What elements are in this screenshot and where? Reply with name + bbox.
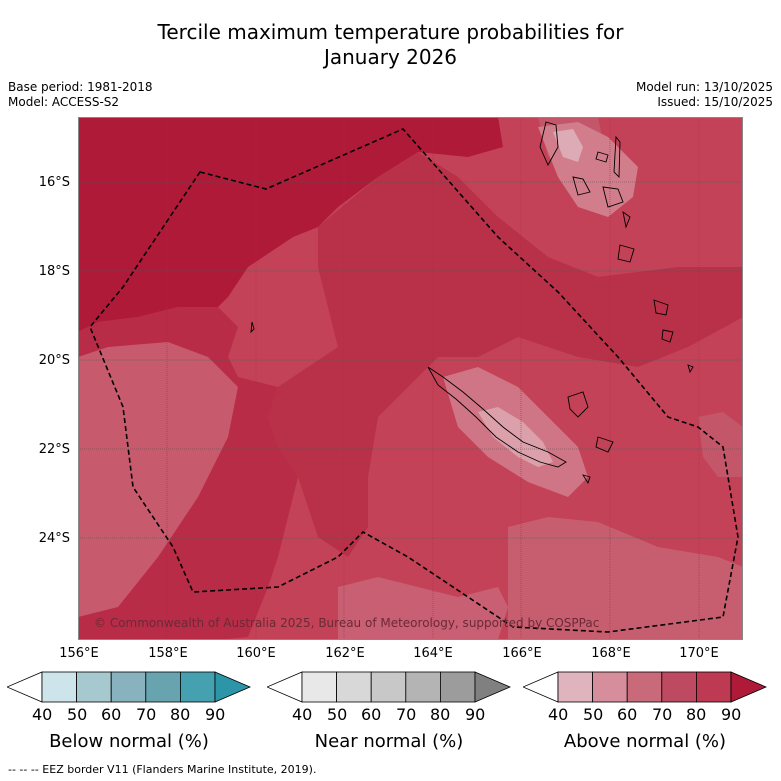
above-tick-50: 50 <box>583 705 604 724</box>
lon-label-160: 160°E <box>236 646 276 661</box>
above-tick-40: 40 <box>548 705 569 724</box>
above-swatch-4 <box>661 671 697 703</box>
near-swatch-5 <box>439 671 476 703</box>
above-tick-70: 70 <box>652 705 673 724</box>
region-50-vanuatu <box>553 129 583 162</box>
below-swatch-4 <box>145 671 181 703</box>
model-name: Model: ACCESS-S2 <box>8 95 120 109</box>
above-swatch-2 <box>592 671 628 703</box>
model-run: Model run: 13/10/2025 <box>635 80 773 94</box>
above-tick-90: 90 <box>721 705 742 724</box>
below-tick-70: 70 <box>136 705 157 724</box>
title-line-2: January 2026 <box>323 45 458 69</box>
near-tick-60: 60 <box>361 705 382 724</box>
below-tick-60: 60 <box>101 705 122 724</box>
lon-label-168: 168°E <box>591 646 631 661</box>
near-tick-70: 70 <box>396 705 417 724</box>
near-tick-90: 90 <box>465 705 486 724</box>
legend-below-title: Below normal (%) <box>49 731 209 752</box>
below-tick-50: 50 <box>67 705 88 724</box>
near-swatch-4 <box>405 671 441 703</box>
near-swatch-6 <box>474 671 511 703</box>
lon-label-166: 166°E <box>502 646 542 661</box>
meta-right: Model run: 13/10/2025 Issued: 15/10/2025 <box>636 80 773 110</box>
issued-date: Issued: 15/10/2025 <box>657 95 773 109</box>
copyright-text: © Commonwealth of Australia 2025, Bureau… <box>94 616 599 630</box>
near-swatch-0 <box>267 671 303 703</box>
lon-label-164: 164°E <box>413 646 453 661</box>
region-70-southwest <box>78 342 238 617</box>
legend-above-colorbar <box>523 671 767 703</box>
lon-label-156: 156°E <box>59 646 99 661</box>
above-tick-80: 80 <box>686 705 707 724</box>
lat-label-20: 20°S <box>38 353 70 368</box>
new-caledonia <box>427 366 567 468</box>
chart-title: Tercile maximum temperature probabilitie… <box>0 20 781 70</box>
lat-label-22: 22°S <box>38 442 70 457</box>
lat-label-16: 16°S <box>38 175 70 190</box>
below-swatch-5 <box>179 671 216 703</box>
lon-label-158: 158°E <box>148 646 188 661</box>
above-swatch-5 <box>695 671 732 703</box>
below-swatch-2 <box>76 671 112 703</box>
meta-left: Base period: 1981-2018 Model: ACCESS-S2 <box>8 80 153 110</box>
near-swatch-3 <box>370 671 407 703</box>
near-swatch-1 <box>301 671 337 703</box>
below-swatch-3 <box>110 671 147 703</box>
lon-label-162: 162°E <box>325 646 365 661</box>
above-tick-60: 60 <box>617 705 638 724</box>
eez-border <box>89 128 739 633</box>
title-line-1: Tercile maximum temperature probabilitie… <box>157 20 624 44</box>
below-swatch-6 <box>214 671 251 703</box>
legend-near-title: Near normal (%) <box>314 731 464 752</box>
below-swatch-1 <box>41 671 77 703</box>
below-swatch-0 <box>7 671 43 703</box>
above-swatch-3 <box>626 671 663 703</box>
region-70-southeast <box>508 517 743 640</box>
region-50-newcal <box>478 407 553 467</box>
legend-above-title: Above normal (%) <box>563 731 727 752</box>
lat-label-24: 24°S <box>38 531 70 546</box>
near-tick-80: 80 <box>430 705 451 724</box>
region-70-east <box>698 412 743 477</box>
above-swatch-6 <box>730 671 767 703</box>
small-island-west <box>250 321 255 334</box>
region-70-south <box>338 577 508 640</box>
near-tick-50: 50 <box>327 705 348 724</box>
legend-below-colorbar <box>7 671 251 703</box>
legend-near-colorbar <box>267 671 511 703</box>
region-80-central <box>268 152 743 557</box>
above-swatch-1 <box>557 671 593 703</box>
lon-label-170: 170°E <box>679 646 719 661</box>
below-tick-80: 80 <box>170 705 191 724</box>
eez-footnote: -- -- -- EEZ border V11 (Flanders Marine… <box>8 763 317 776</box>
below-tick-90: 90 <box>205 705 226 724</box>
near-tick-40: 40 <box>292 705 313 724</box>
lat-label-18: 18°S <box>38 264 70 279</box>
near-swatch-2 <box>336 671 372 703</box>
above-swatch-0 <box>523 671 559 703</box>
below-tick-40: 40 <box>32 705 53 724</box>
region-90-northwest <box>78 117 503 332</box>
probability-map: © Commonwealth of Australia 2025, Bureau… <box>78 117 743 640</box>
grid <box>78 117 743 640</box>
loyalty-islands <box>567 391 614 485</box>
base-period: Base period: 1981-2018 <box>8 80 153 94</box>
vanuatu-islands <box>539 121 694 374</box>
